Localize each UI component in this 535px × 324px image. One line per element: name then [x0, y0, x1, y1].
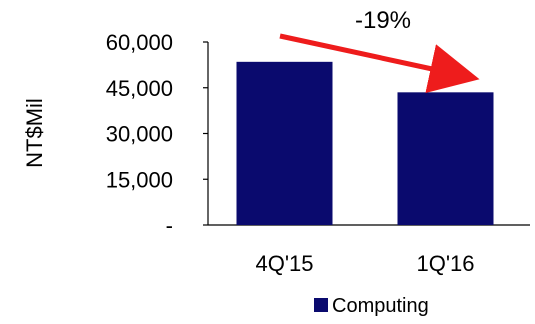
x-tick-label: 4Q'15 [255, 251, 313, 276]
x-tick-labels: 4Q'15 1Q'16 [255, 251, 474, 276]
bar-1 [397, 92, 494, 225]
legend: Computing [314, 295, 429, 317]
y-tick-label: - [166, 213, 173, 238]
y-tick-label: 30,000 [106, 122, 173, 147]
legend-label: Computing [332, 295, 429, 317]
y-axis-label: NT$Mil [22, 98, 47, 168]
trend-arrow [279, 33, 480, 94]
y-tick-label: 45,000 [106, 76, 173, 101]
change-annotation: -19% [355, 7, 411, 34]
bar-0 [236, 61, 333, 226]
legend-swatch [314, 298, 328, 312]
y-tick-label: 60,000 [106, 30, 173, 55]
bars [236, 61, 494, 226]
y-ticks: - 15,000 30,000 45,000 60,000 [106, 30, 208, 238]
y-tick-label: 15,000 [106, 167, 173, 192]
x-tick-label: 1Q'16 [416, 251, 474, 276]
